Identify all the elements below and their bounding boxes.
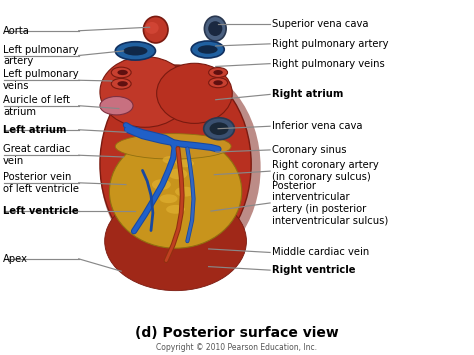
Text: Right coronary artery
(in coronary sulcus): Right coronary artery (in coronary sulcu… <box>273 160 379 182</box>
Text: Aorta: Aorta <box>3 26 30 36</box>
Ellipse shape <box>191 41 224 58</box>
Ellipse shape <box>100 65 261 270</box>
Ellipse shape <box>208 21 222 36</box>
Ellipse shape <box>175 187 195 197</box>
Ellipse shape <box>176 159 194 167</box>
Ellipse shape <box>111 67 131 78</box>
Ellipse shape <box>159 194 177 203</box>
Text: Right pulmonary veins: Right pulmonary veins <box>273 59 385 69</box>
Text: Right ventricle: Right ventricle <box>273 265 356 275</box>
Ellipse shape <box>213 70 223 75</box>
Ellipse shape <box>145 22 159 34</box>
Text: Middle cardiac vein: Middle cardiac vein <box>273 247 370 257</box>
Ellipse shape <box>209 78 228 88</box>
Text: Left atrium: Left atrium <box>3 125 66 135</box>
Ellipse shape <box>111 78 131 89</box>
Text: Left pulmonary
veins: Left pulmonary veins <box>3 70 79 91</box>
Ellipse shape <box>156 63 232 124</box>
Ellipse shape <box>210 122 228 135</box>
Ellipse shape <box>115 42 155 60</box>
Ellipse shape <box>105 192 246 291</box>
Ellipse shape <box>100 56 190 127</box>
Text: Inferior vena cava: Inferior vena cava <box>273 121 363 131</box>
Text: (d) Posterior surface view: (d) Posterior surface view <box>135 326 339 340</box>
Ellipse shape <box>115 133 231 159</box>
Ellipse shape <box>109 135 242 248</box>
Text: Posterior
interventricular
artery (in posterior
interventricular sulcus): Posterior interventricular artery (in po… <box>273 181 389 225</box>
Text: Posterior vein
of left ventricle: Posterior vein of left ventricle <box>3 172 79 193</box>
Ellipse shape <box>118 70 128 75</box>
Ellipse shape <box>100 97 133 115</box>
Ellipse shape <box>100 65 251 263</box>
Ellipse shape <box>123 46 147 55</box>
Text: Superior vena cava: Superior vena cava <box>273 19 369 29</box>
Ellipse shape <box>166 205 185 214</box>
Text: Left pulmonary
artery: Left pulmonary artery <box>3 45 79 66</box>
Text: Coronary sinus: Coronary sinus <box>273 145 347 155</box>
Ellipse shape <box>118 81 128 87</box>
Text: Great cardiac
vein: Great cardiac vein <box>3 144 71 166</box>
Ellipse shape <box>209 67 228 77</box>
Ellipse shape <box>204 16 226 41</box>
Ellipse shape <box>168 169 187 179</box>
Text: Copyright © 2010 Pearson Education, Inc.: Copyright © 2010 Pearson Education, Inc. <box>156 343 318 353</box>
Ellipse shape <box>198 45 218 54</box>
Text: Right pulmonary artery: Right pulmonary artery <box>273 39 389 49</box>
Ellipse shape <box>204 118 235 140</box>
Text: Apex: Apex <box>3 254 28 264</box>
Ellipse shape <box>152 179 171 190</box>
Text: Left ventricle: Left ventricle <box>3 206 79 216</box>
Ellipse shape <box>213 80 223 85</box>
Ellipse shape <box>163 156 179 164</box>
Text: Right atrium: Right atrium <box>273 89 344 99</box>
Ellipse shape <box>144 16 168 43</box>
Text: Auricle of left
atrium: Auricle of left atrium <box>3 95 70 116</box>
